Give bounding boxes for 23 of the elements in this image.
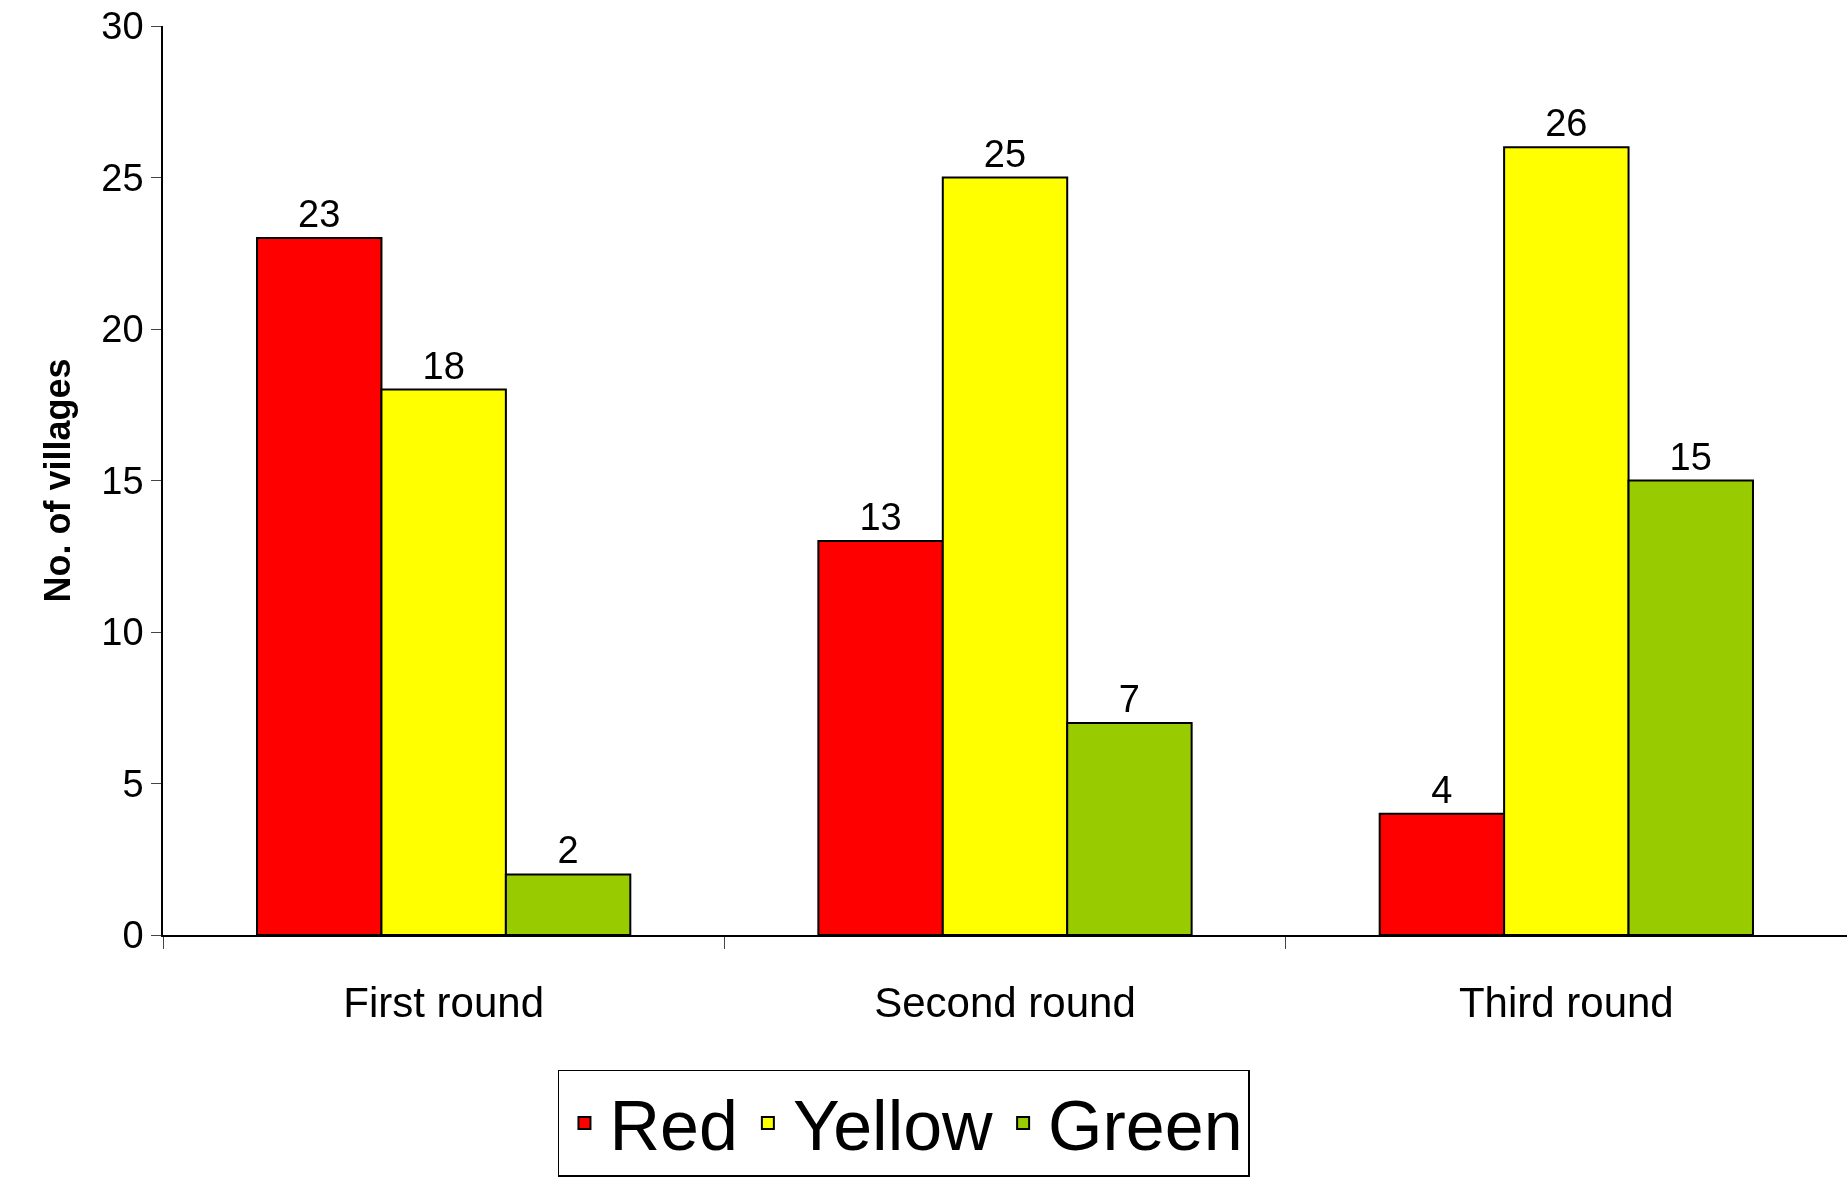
data-label: 2 bbox=[557, 829, 579, 872]
data-label: 13 bbox=[859, 496, 902, 539]
legend-label: Yellow bbox=[792, 1087, 994, 1166]
legend-label: Green bbox=[1048, 1087, 1243, 1166]
y-tick-label: 15 bbox=[101, 459, 144, 502]
data-label: 26 bbox=[1545, 102, 1588, 145]
y-axis-title: No. of villages bbox=[36, 358, 78, 603]
data-label: 23 bbox=[298, 193, 341, 236]
y-tick-label: 0 bbox=[122, 914, 144, 957]
data-label: 7 bbox=[1118, 677, 1140, 720]
x-tick-label: Third round bbox=[1458, 979, 1674, 1027]
x-tick-label: Second round bbox=[874, 979, 1136, 1027]
data-label: 18 bbox=[422, 344, 465, 387]
y-tick-label: 5 bbox=[122, 762, 144, 805]
data-label: 25 bbox=[983, 132, 1027, 175]
y-tick-label: 25 bbox=[101, 156, 144, 199]
data-label: 15 bbox=[1669, 435, 1712, 478]
x-tick-label: First round bbox=[343, 979, 545, 1027]
legend-label: Red bbox=[609, 1087, 738, 1166]
y-tick-label: 20 bbox=[101, 308, 144, 351]
y-tick-label: 10 bbox=[101, 611, 144, 654]
y-tick-label: 30 bbox=[101, 5, 144, 48]
data-label: 4 bbox=[1431, 768, 1453, 811]
